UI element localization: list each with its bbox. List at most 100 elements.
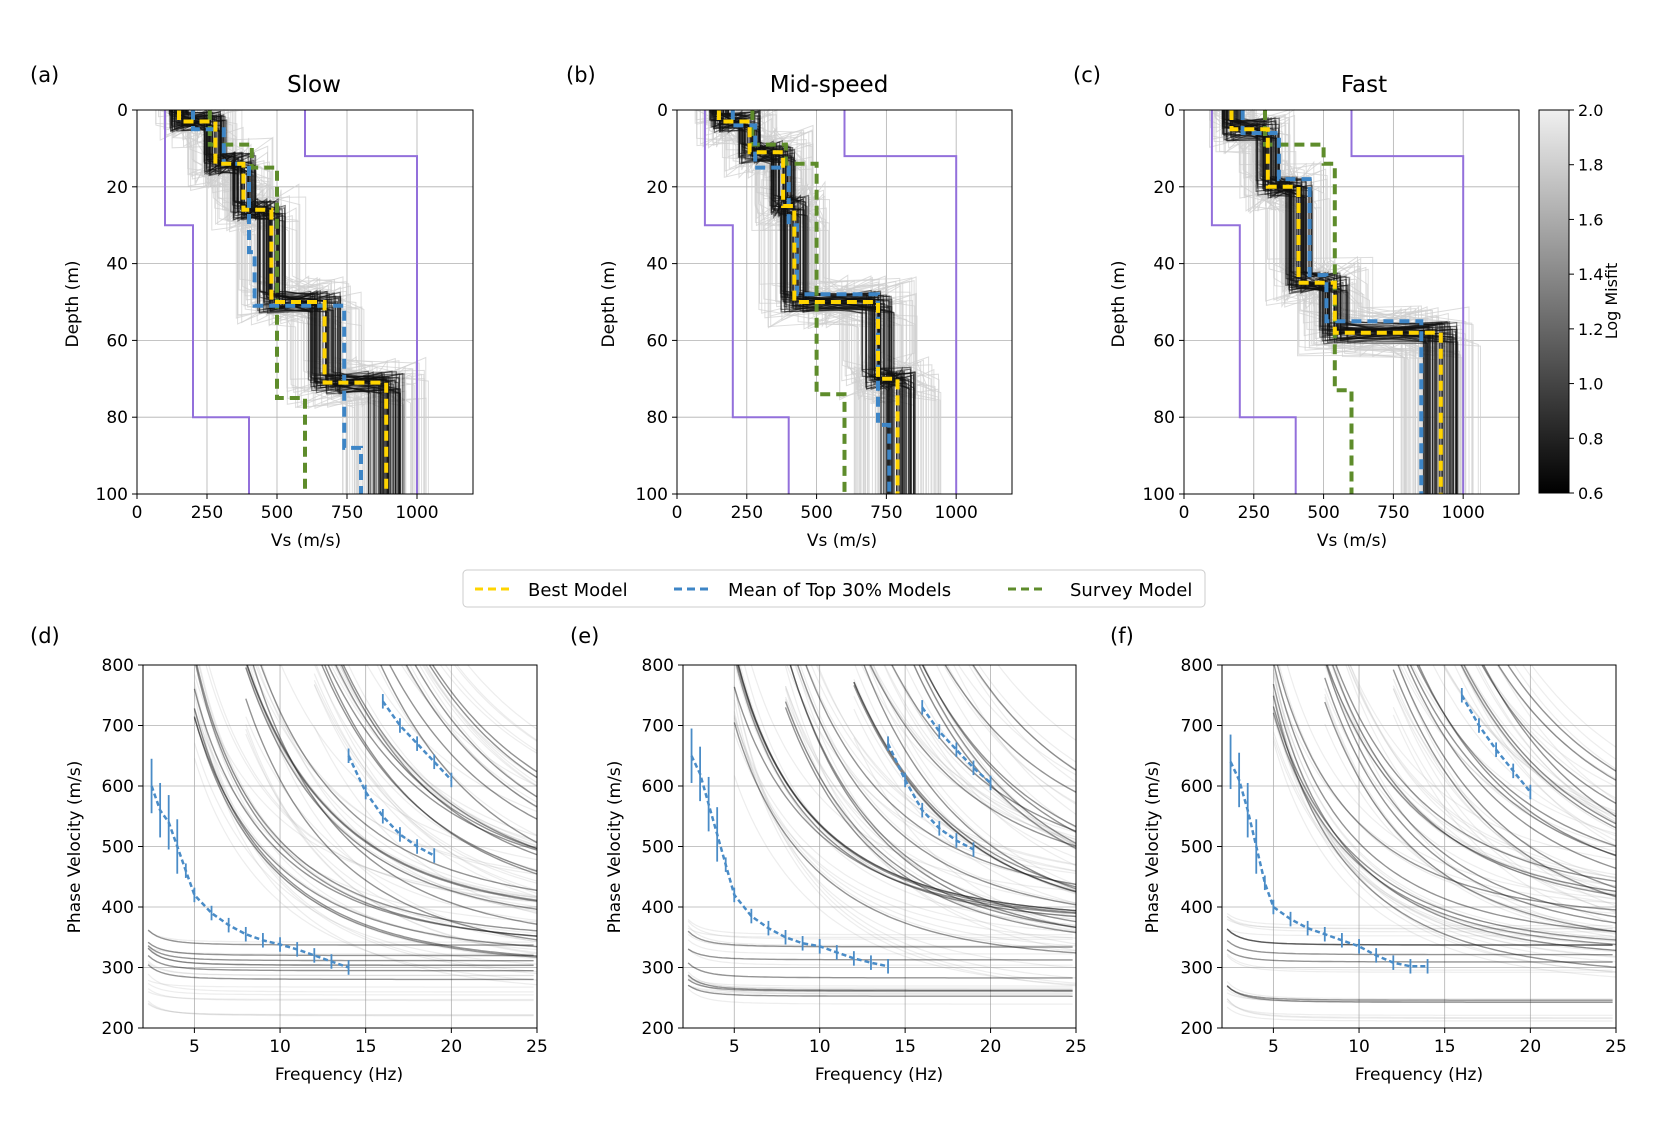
panel-f-misfit-curve bbox=[1226, 915, 1613, 930]
panel-c-ensemble-model bbox=[1238, 110, 1427, 494]
panel-b-ensemble-model bbox=[709, 110, 885, 494]
panel-f-best-fit-curve bbox=[1392, 669, 1616, 898]
panel-d-best-fit-curve bbox=[193, 717, 537, 948]
panel-d-ytick-label: 200 bbox=[102, 1019, 134, 1039]
panel-e-best-fit-curve bbox=[737, 665, 1076, 914]
panel-e-misfit-curve bbox=[870, 665, 1076, 843]
panel-d-misfit-curve bbox=[313, 684, 537, 897]
panel-e-misfit-curve bbox=[817, 665, 1076, 872]
panel-d-misfit-curve bbox=[339, 665, 537, 844]
panel-c-plot-area: 0 250 500 750 1000 0 20 40 60 80 100 bbox=[1143, 101, 1520, 523]
panel-e-misfit-curve bbox=[733, 685, 1076, 979]
panel-e-best-fit-curve bbox=[853, 681, 1076, 893]
colorbar-gradient bbox=[1538, 109, 1570, 494]
panel-e-xtick-label: 15 bbox=[894, 1037, 916, 1057]
panel-e-misfit-curve bbox=[854, 665, 1076, 895]
panel-e-misfit-curve bbox=[853, 737, 1076, 930]
panel-e-misfit-curve bbox=[687, 984, 1073, 995]
panel-d-misfit-curve bbox=[245, 733, 537, 942]
panel-c-xtick-label: 0 bbox=[1179, 503, 1190, 523]
panel-d-misfit-curve bbox=[147, 1000, 534, 1017]
panel-f-best-fit-curve bbox=[1417, 665, 1616, 857]
panel-e-curves bbox=[687, 665, 1076, 1005]
panel-f-best-fit-curve bbox=[1326, 665, 1616, 892]
panel-b-upper-bound bbox=[843, 110, 958, 494]
panel-e-misfit-curve bbox=[687, 977, 1073, 989]
panel-e-observed-mode-1 bbox=[886, 743, 975, 851]
panel-a-plot-area: 0 250 500 750 1000 0 20 40 60 80 100 bbox=[96, 101, 474, 523]
panel-e-misfit-curve bbox=[784, 688, 1076, 945]
panel-f-best-fit-curve bbox=[1226, 939, 1613, 956]
panel-d-best-fit-curve bbox=[414, 665, 537, 798]
panel-f-misfit-curve bbox=[1347, 665, 1616, 879]
panel-f-misfit-curve bbox=[1392, 714, 1616, 924]
panel-d-misfit-curve bbox=[245, 667, 537, 899]
panel-e-best-fit-curve bbox=[869, 665, 1076, 847]
panel-e-misfit-curve bbox=[884, 665, 1076, 846]
panel-f-best-fit-curve bbox=[1272, 706, 1616, 941]
panel-d-misfit-curve bbox=[205, 665, 537, 902]
panel-c-ytick-label: 40 bbox=[1153, 255, 1175, 275]
panel-d-misfit-curve bbox=[198, 665, 537, 938]
colorbar-tick-label: 1.8 bbox=[1578, 156, 1603, 175]
panel-d-misfit-curve bbox=[249, 665, 537, 943]
panel-f-misfit-curve bbox=[1464, 665, 1616, 815]
panel-d-best-fit-curve bbox=[147, 945, 534, 962]
panel-f-best-fit-curve bbox=[1331, 665, 1616, 896]
panel-a-xtick-label: 0 bbox=[132, 503, 143, 523]
panel-b-ytick-label: 80 bbox=[646, 408, 668, 428]
panel-e-best-fit-curve bbox=[972, 665, 1076, 771]
panel-c-ytick-label: 100 bbox=[1143, 485, 1175, 505]
legend-entry-mean-model: Mean of Top 30% Models bbox=[674, 580, 951, 601]
panel-e-misfit-curve bbox=[784, 686, 1076, 927]
panel-f-misfit-curve bbox=[1278, 665, 1616, 914]
panel-f-misfit-curve bbox=[1272, 692, 1616, 958]
panel-e-misfit-curve bbox=[733, 775, 1076, 986]
panel-e-xlabel: Frequency (Hz) bbox=[815, 1065, 943, 1085]
panel-d-misfit-curve bbox=[147, 962, 534, 977]
panel-e-best-fit-curve bbox=[687, 984, 1073, 997]
panel-d-misfit-curve bbox=[195, 665, 537, 951]
panel-b-ylabel: Depth (m) bbox=[599, 260, 619, 347]
panel-e-misfit-curve bbox=[957, 665, 1076, 776]
panel-e-best-fit-curve bbox=[733, 686, 1076, 915]
panel-f-best-fit-curve bbox=[1273, 665, 1616, 933]
panel-f-best-fit-curve bbox=[1276, 665, 1616, 911]
panel-f-misfit-curve bbox=[1392, 685, 1616, 880]
panel-e-misfit-curve bbox=[687, 971, 1073, 990]
panel-f-misfit-curve bbox=[1324, 696, 1616, 938]
panel-e-label: (e) bbox=[570, 624, 599, 648]
panel-f-misfit-curve bbox=[1226, 1000, 1613, 1016]
legend-frame bbox=[462, 569, 1206, 608]
panel-e-best-fit-curve bbox=[853, 681, 1076, 888]
panel-d-best-fit-curve bbox=[334, 665, 537, 850]
panel-d-misfit-curve bbox=[409, 665, 537, 809]
panel-f-xtick-label: 25 bbox=[1605, 1037, 1627, 1057]
panel-e-misfit-curve bbox=[970, 665, 1076, 770]
panel-d-ytick-label: 500 bbox=[102, 838, 134, 858]
panel-f-misfit-curve bbox=[1272, 737, 1616, 953]
panel-c-mean-model bbox=[1240, 110, 1424, 494]
panel-d-best-fit-curve bbox=[195, 665, 537, 937]
panel-f-best-fit-curve bbox=[1226, 928, 1613, 946]
panel-d-misfit-curve bbox=[456, 665, 537, 741]
panel-f-misfit-curve bbox=[1272, 669, 1616, 973]
panel-c-xlabel: Vs (m/s) bbox=[1317, 531, 1387, 551]
panel-f-best-fit-curve bbox=[1406, 665, 1616, 869]
colorbar-tick-label: 1.6 bbox=[1578, 210, 1603, 229]
panel-d-misfit-curve bbox=[400, 665, 537, 787]
panel-d-misfit-curve bbox=[245, 666, 537, 908]
panel-d-misfit-curve bbox=[147, 930, 534, 943]
panel-d-best-fit-curve bbox=[389, 665, 537, 820]
panel-c-upper-bound bbox=[1350, 110, 1465, 494]
panel-f-misfit-curve bbox=[1443, 665, 1616, 818]
panel-e-misfit-curve bbox=[687, 975, 1073, 987]
panel-a-ytick-label: 0 bbox=[117, 101, 128, 121]
panel-c-ylabel: Depth (m) bbox=[1109, 260, 1129, 347]
panel-b-frame bbox=[676, 109, 1013, 495]
panel-f-xtick-label: 10 bbox=[1348, 1037, 1370, 1057]
panel-e-observed-mode-2 bbox=[921, 706, 992, 784]
panel-d-curves bbox=[147, 665, 537, 1017]
colorbar-tick-label: 0.6 bbox=[1578, 484, 1603, 503]
panel-e-ytick-label: 300 bbox=[642, 959, 674, 979]
